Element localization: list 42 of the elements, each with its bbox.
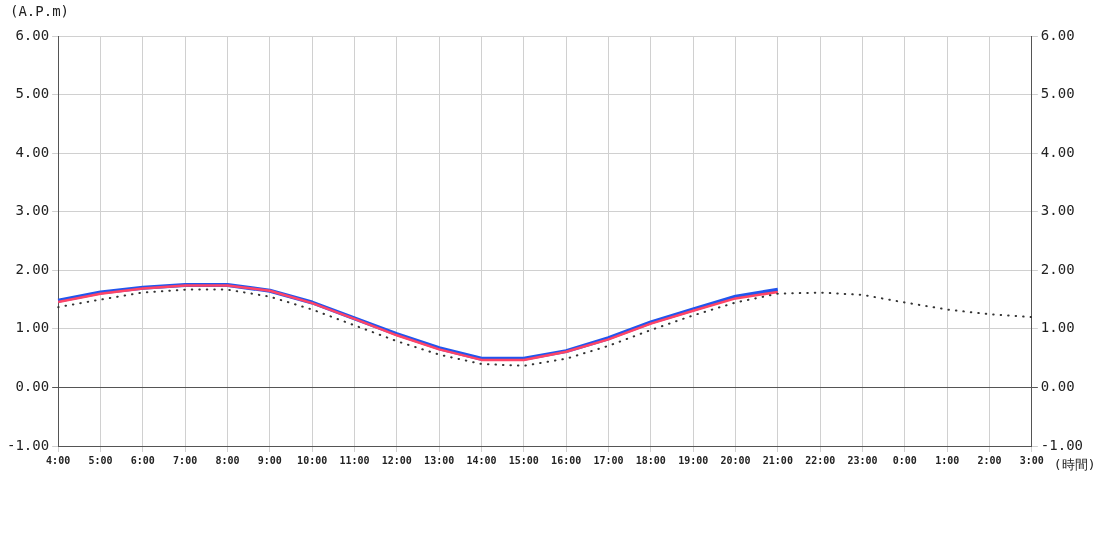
y2-tick-label: 6.00	[1040, 26, 1075, 43]
x-tick-label: 23:00	[847, 454, 878, 466]
x-tick-label: 0:00	[892, 454, 917, 466]
x-tick-label: 1:00	[935, 454, 960, 466]
y-tick-label: 5.00	[15, 85, 50, 102]
x-tick-label: 17:00	[593, 454, 624, 466]
x-tick-label: 9:00	[257, 454, 282, 466]
x-tick-label: 19:00	[678, 454, 709, 466]
y-tick-label: 2.00	[15, 260, 50, 277]
x-tick-label: 10:00	[297, 454, 328, 466]
x-tick-label: 20:00	[720, 454, 751, 466]
y2-tick-label: 3.00	[1040, 202, 1075, 219]
x-tick-label: 7:00	[173, 454, 198, 466]
x-tick-label: 18:00	[635, 454, 666, 466]
x-tick-label: 12:00	[381, 454, 412, 466]
x-tick-label: 15:00	[508, 454, 539, 466]
x-tick-label: 8:00	[215, 454, 240, 466]
x-tick-label: 6:00	[130, 454, 155, 466]
y-tick-label: -1.00	[6, 436, 50, 453]
x-tick-label: 21:00	[762, 454, 793, 466]
y-tick-label: 3.00	[15, 202, 50, 219]
x-tick-label: 14:00	[466, 454, 497, 466]
y2-tick-label: -1.00	[1040, 436, 1084, 453]
x-axis-title: (時間)	[1053, 457, 1096, 473]
x-tick-label: 5:00	[88, 454, 113, 466]
y-tick-label: 0.00	[15, 378, 50, 395]
x-tick-label: 16:00	[551, 454, 582, 466]
y2-tick-label: 4.00	[1040, 143, 1075, 160]
y2-tick-label: 5.00	[1040, 85, 1075, 102]
y2-tick-label: 2.00	[1040, 260, 1075, 277]
y-tick-label: 4.00	[15, 143, 50, 160]
x-tick-label: 13:00	[424, 454, 455, 466]
x-tick-label: 22:00	[805, 454, 836, 466]
y-tick-label: 1.00	[15, 319, 50, 336]
y-tick-label: 6.00	[15, 26, 50, 43]
y-axis-title: (A.P.m)	[10, 2, 70, 19]
x-tick-label: 2:00	[977, 454, 1002, 466]
y2-tick-label: 0.00	[1040, 378, 1075, 395]
x-tick-label: 11:00	[339, 454, 370, 466]
y2-tick-label: 1.00	[1040, 319, 1075, 336]
x-tick-label: 3:00	[1019, 454, 1044, 466]
x-tick-label: 4:00	[46, 454, 71, 466]
